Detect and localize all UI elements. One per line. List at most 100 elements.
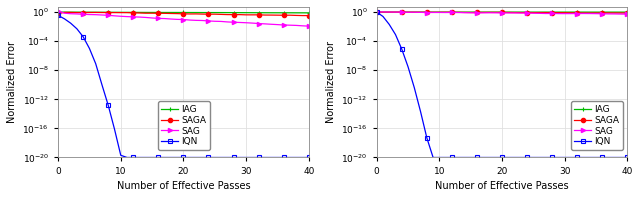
IAG — [548, 11, 556, 13]
SAG — [461, 11, 468, 14]
SAGA — [542, 11, 550, 14]
SAG — [623, 13, 631, 15]
SAG — [217, 20, 225, 23]
IQN — [536, 156, 543, 159]
IAG — [198, 11, 206, 14]
IAG — [54, 11, 62, 13]
IAG — [586, 11, 594, 13]
IQN — [180, 156, 188, 159]
IQN — [205, 156, 212, 159]
SAGA — [529, 11, 537, 14]
SAG — [54, 10, 62, 12]
SAG — [205, 20, 212, 22]
IAG — [180, 11, 188, 14]
IQN — [385, 23, 393, 26]
SAG — [617, 13, 625, 15]
Line: IAG: IAG — [374, 10, 630, 15]
SAGA — [461, 11, 468, 14]
IQN — [517, 156, 525, 159]
SAG — [192, 19, 200, 22]
IAG — [129, 11, 137, 13]
SAG — [467, 11, 474, 14]
IQN — [617, 156, 625, 159]
SAG — [98, 14, 106, 16]
SAGA — [611, 12, 619, 14]
SAGA — [524, 11, 531, 14]
SAGA — [511, 11, 518, 14]
SAG — [173, 18, 181, 21]
IAG — [417, 11, 424, 13]
IAG — [205, 11, 212, 14]
SAGA — [255, 14, 262, 16]
SAGA — [92, 11, 100, 14]
IAG — [580, 11, 588, 13]
SAGA — [117, 11, 125, 14]
SAGA — [486, 11, 493, 14]
Line: IQN: IQN — [56, 13, 311, 160]
IAG — [573, 11, 581, 13]
IAG — [373, 11, 381, 13]
SAG — [261, 23, 269, 25]
IAG — [248, 11, 256, 14]
IQN — [561, 156, 568, 159]
SAGA — [67, 11, 74, 14]
SAGA — [268, 14, 275, 16]
SAGA — [173, 12, 181, 15]
IQN — [280, 156, 287, 159]
SAG — [498, 12, 506, 14]
IQN — [404, 66, 412, 68]
SAG — [286, 24, 294, 26]
IAG — [61, 11, 68, 13]
SAG — [536, 12, 543, 14]
IQN — [79, 36, 87, 38]
SAG — [280, 24, 287, 26]
IQN — [148, 156, 156, 159]
IQN — [467, 156, 474, 159]
IAG — [280, 12, 287, 14]
IQN — [373, 11, 381, 13]
SAG — [567, 12, 575, 15]
SAGA — [104, 11, 112, 14]
SAGA — [154, 12, 162, 14]
SAG — [436, 11, 444, 14]
IAG — [379, 11, 387, 13]
IQN — [542, 156, 550, 159]
IAG — [398, 11, 406, 13]
IAG — [448, 11, 456, 13]
SAGA — [617, 12, 625, 14]
SAG — [305, 25, 312, 27]
SAGA — [223, 13, 231, 16]
SAG — [67, 12, 74, 15]
SAG — [586, 12, 594, 15]
SAGA — [454, 11, 462, 13]
IQN — [167, 156, 175, 159]
SAGA — [410, 11, 418, 13]
SAG — [92, 13, 100, 16]
IAG — [123, 11, 131, 13]
SAG — [373, 11, 381, 13]
SAG — [529, 12, 537, 14]
IAG — [142, 11, 150, 14]
Legend: IAG, SAGA, SAG, IQN: IAG, SAGA, SAG, IQN — [158, 101, 210, 150]
SAGA — [504, 11, 512, 14]
IAG — [473, 11, 481, 13]
SAGA — [111, 11, 118, 14]
SAGA — [61, 11, 68, 14]
IQN — [268, 156, 275, 159]
SAGA — [429, 11, 437, 13]
IAG — [186, 11, 193, 14]
IAG — [217, 11, 225, 14]
X-axis label: Number of Effective Passes: Number of Effective Passes — [116, 181, 250, 191]
SAGA — [261, 14, 269, 16]
Line: IQN: IQN — [374, 10, 630, 160]
IAG — [286, 12, 294, 14]
SAGA — [142, 12, 150, 14]
IQN — [379, 15, 387, 18]
SAG — [86, 13, 93, 16]
SAGA — [417, 11, 424, 13]
SAGA — [592, 12, 600, 14]
IQN — [498, 156, 506, 159]
IQN — [142, 156, 150, 159]
IAG — [92, 11, 100, 13]
IAG — [504, 11, 512, 13]
